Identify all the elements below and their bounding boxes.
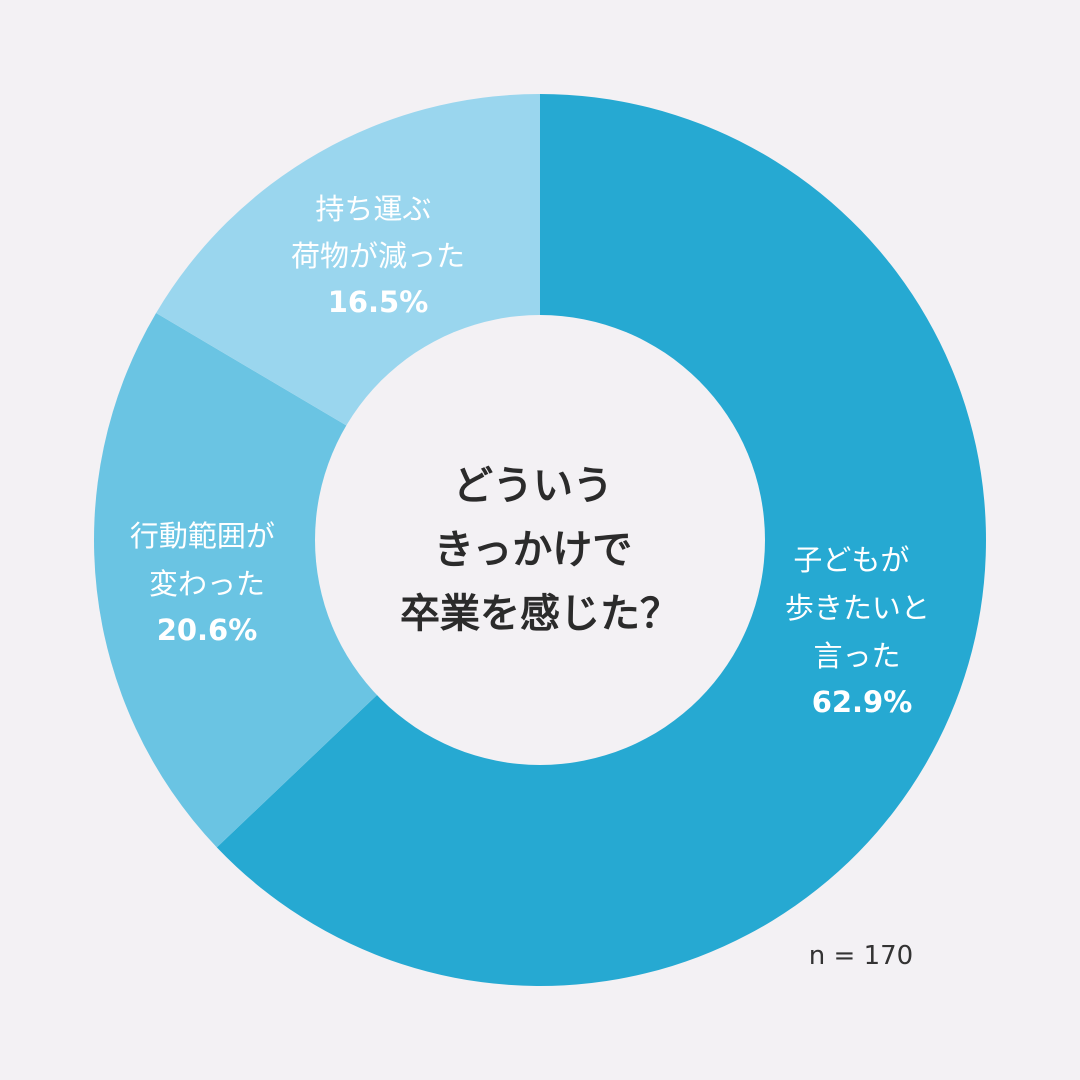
slice-value-luggage: 16.5% — [328, 285, 429, 319]
slice-label-range-line-2: 変わった — [149, 567, 265, 601]
chart-title: どういう きっかけで 卒業を感じた？ — [400, 463, 680, 637]
slice-label-luggage: 持ち運ぶ 荷物が減った — [291, 192, 465, 273]
slice-value-walk: 62.9% — [812, 685, 913, 719]
slice-range — [93, 312, 541, 848]
slice-label-walk-line-2: 歩きたいと — [785, 591, 930, 625]
slice-label-range-line-1: 行動範囲が — [130, 519, 275, 553]
slice-label-walk-line-3: 言った — [813, 639, 900, 673]
slice-label-luggage-line-1: 持ち運ぶ — [315, 192, 431, 226]
slice-label-walk: 子どもが 歩きたいと 言った — [785, 543, 939, 673]
slice-label-walk-line-1: 子どもが — [793, 543, 909, 577]
slice-label-range: 行動範囲が 変わった — [130, 519, 284, 601]
chart-title-line-1: どういう — [453, 463, 613, 509]
chart-title-line-2: きっかけで — [434, 527, 632, 573]
sample-size: n = 170 — [809, 941, 913, 971]
slice-label-luggage-line-2: 荷物が減った — [291, 239, 465, 273]
chart-title-line-3: 卒業を感じた？ — [400, 591, 680, 637]
slice-value-range: 20.6% — [157, 613, 258, 647]
donut-hole — [315, 315, 765, 765]
